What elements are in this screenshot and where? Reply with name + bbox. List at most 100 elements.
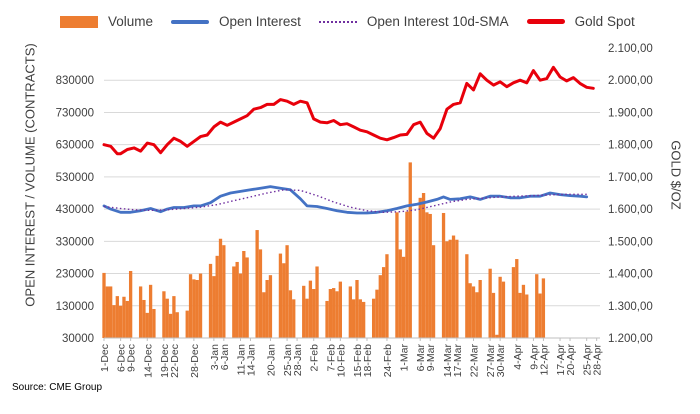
gold-spot-line [102, 65, 595, 156]
x-axis-tick-label: 25-Jan [282, 344, 294, 376]
volume-bar [208, 263, 213, 338]
volume-bar [335, 291, 339, 338]
volume-bar [285, 245, 289, 338]
legend-item-open-interest-sma: Open Interest 10d-SMA [318, 14, 509, 29]
volume-bar [441, 212, 446, 338]
right-axis-tick-label: 1.300,00 [608, 301, 653, 313]
volume-bar [498, 276, 502, 338]
x-axis-tick-label: 4-Apr [512, 344, 524, 370]
right-axis-title: GOLD $/OZ [668, 140, 684, 210]
volume-bar [245, 257, 249, 338]
volume-bar [268, 275, 273, 338]
x-axis-tick-label: 12-Apr [538, 343, 550, 375]
volume-bar [115, 296, 119, 338]
volume-bar [162, 291, 166, 338]
right-axis-tick-label: 1.200,00 [608, 333, 653, 345]
volume-bar [222, 245, 226, 338]
volume-bar [325, 300, 329, 338]
volume-bar [511, 267, 516, 338]
volume-bar [175, 312, 179, 338]
volume-bar [112, 305, 116, 338]
gridlines [104, 79, 600, 307]
volume-bar [431, 245, 436, 338]
volume-bar [518, 292, 522, 338]
volume-bar [418, 197, 422, 338]
volume-bar [381, 267, 386, 338]
volume-bar [258, 249, 263, 338]
volume-bar [142, 299, 146, 338]
volume-bar [165, 298, 169, 338]
x-axis-tick-label: 28-Jan [292, 344, 304, 376]
volume-bar [145, 312, 149, 338]
left-axis-tick-label: 530000 [56, 172, 94, 184]
legend-item-volume: Volume [60, 14, 153, 29]
x-axis-tick-label: 22-Dec [169, 344, 181, 378]
volume-bar [455, 239, 459, 338]
volume-bar [488, 268, 492, 338]
volume-bar [448, 239, 452, 338]
volume-bar [332, 288, 336, 338]
volume-bar [535, 274, 539, 338]
volume-bar [315, 266, 319, 338]
x-axis-tick-label: 14-Jan [245, 344, 257, 376]
volume-bar [122, 296, 126, 338]
left-axis-title: OPEN INTEREST / VOLUME (CONTRACTS) [22, 43, 38, 307]
x-axis-tick-label: 7-Feb [325, 344, 337, 372]
series-lines [102, 65, 595, 215]
volume-bar [328, 289, 333, 338]
volume-bar [262, 292, 266, 338]
volume-bar [525, 294, 529, 338]
volume-bar [375, 289, 379, 338]
volume-bar [541, 278, 546, 338]
volume-bar [398, 249, 402, 338]
volume-bar [102, 272, 106, 338]
x-axis-tick-label: 18-Feb [362, 344, 374, 377]
volume-bar [105, 286, 109, 338]
volume-bar [515, 259, 519, 338]
x-axis-tick-label: 1-Dec [99, 344, 111, 372]
x-axis-tick-label: 24-Feb [382, 344, 394, 377]
legend-label-open-interest: Open Interest [219, 14, 301, 29]
legend: Volume Open Interest Open Interest 10d-S… [60, 14, 653, 29]
volume-bar [185, 310, 189, 338]
x-axis-tick-label: 19-Dec [159, 344, 171, 378]
volume-bar [232, 266, 236, 338]
x-axis-tick-label: 11-Jan [235, 344, 247, 375]
x-axis-tick-label: 14-Mar [442, 344, 454, 378]
x-axis-tick-label: 3-Jan [209, 344, 221, 370]
legend-swatch-gold-spot [526, 19, 565, 24]
right-axis-tick-label: 1.500,00 [608, 236, 653, 248]
volume-bar [305, 298, 309, 338]
open-interest-sma-line [103, 189, 587, 214]
legend-label-volume: Volume [108, 14, 154, 29]
x-axis-tick-label: 9-Apr [528, 344, 540, 370]
legend-label-open-interest-sma: Open Interest 10d-SMA [366, 14, 509, 29]
left-axis-tick-label: 230000 [56, 269, 94, 281]
volume-bar [338, 281, 342, 338]
legend-swatch-volume [60, 15, 98, 28]
volume-bar [395, 212, 399, 338]
x-axis-tick-label: 30-Mar [495, 344, 507, 378]
volume-bar [152, 309, 156, 338]
volume-bar [138, 286, 143, 338]
volume-bar [475, 292, 479, 338]
volume-bar [168, 313, 173, 338]
volume-bar [495, 334, 499, 338]
volume-bar [352, 299, 356, 338]
x-axis-tick-label: 27-Mar [485, 344, 497, 378]
left-axis-tick-label: 830000 [56, 75, 94, 87]
volume-bar [278, 253, 283, 338]
x-axis-tick-label: 28-Apr [592, 343, 604, 375]
x-axis-tick-label: 20-Apr [565, 343, 577, 375]
volume-bar [212, 276, 216, 338]
left-axis-tick-label: 130000 [56, 301, 94, 313]
right-axis-tick-label: 2.000,00 [608, 75, 653, 87]
right-axis-tick-label: 1.600,00 [608, 204, 653, 216]
x-axis-tick-label: 22-Mar [469, 344, 481, 378]
volume-bar [198, 273, 203, 338]
left-axis-tick-label: 730000 [56, 107, 94, 119]
x-axis-tick-label: 9-Mar [425, 343, 437, 371]
volume-bar [128, 270, 133, 338]
volume-bar [118, 305, 123, 338]
volume-bar [408, 162, 412, 338]
